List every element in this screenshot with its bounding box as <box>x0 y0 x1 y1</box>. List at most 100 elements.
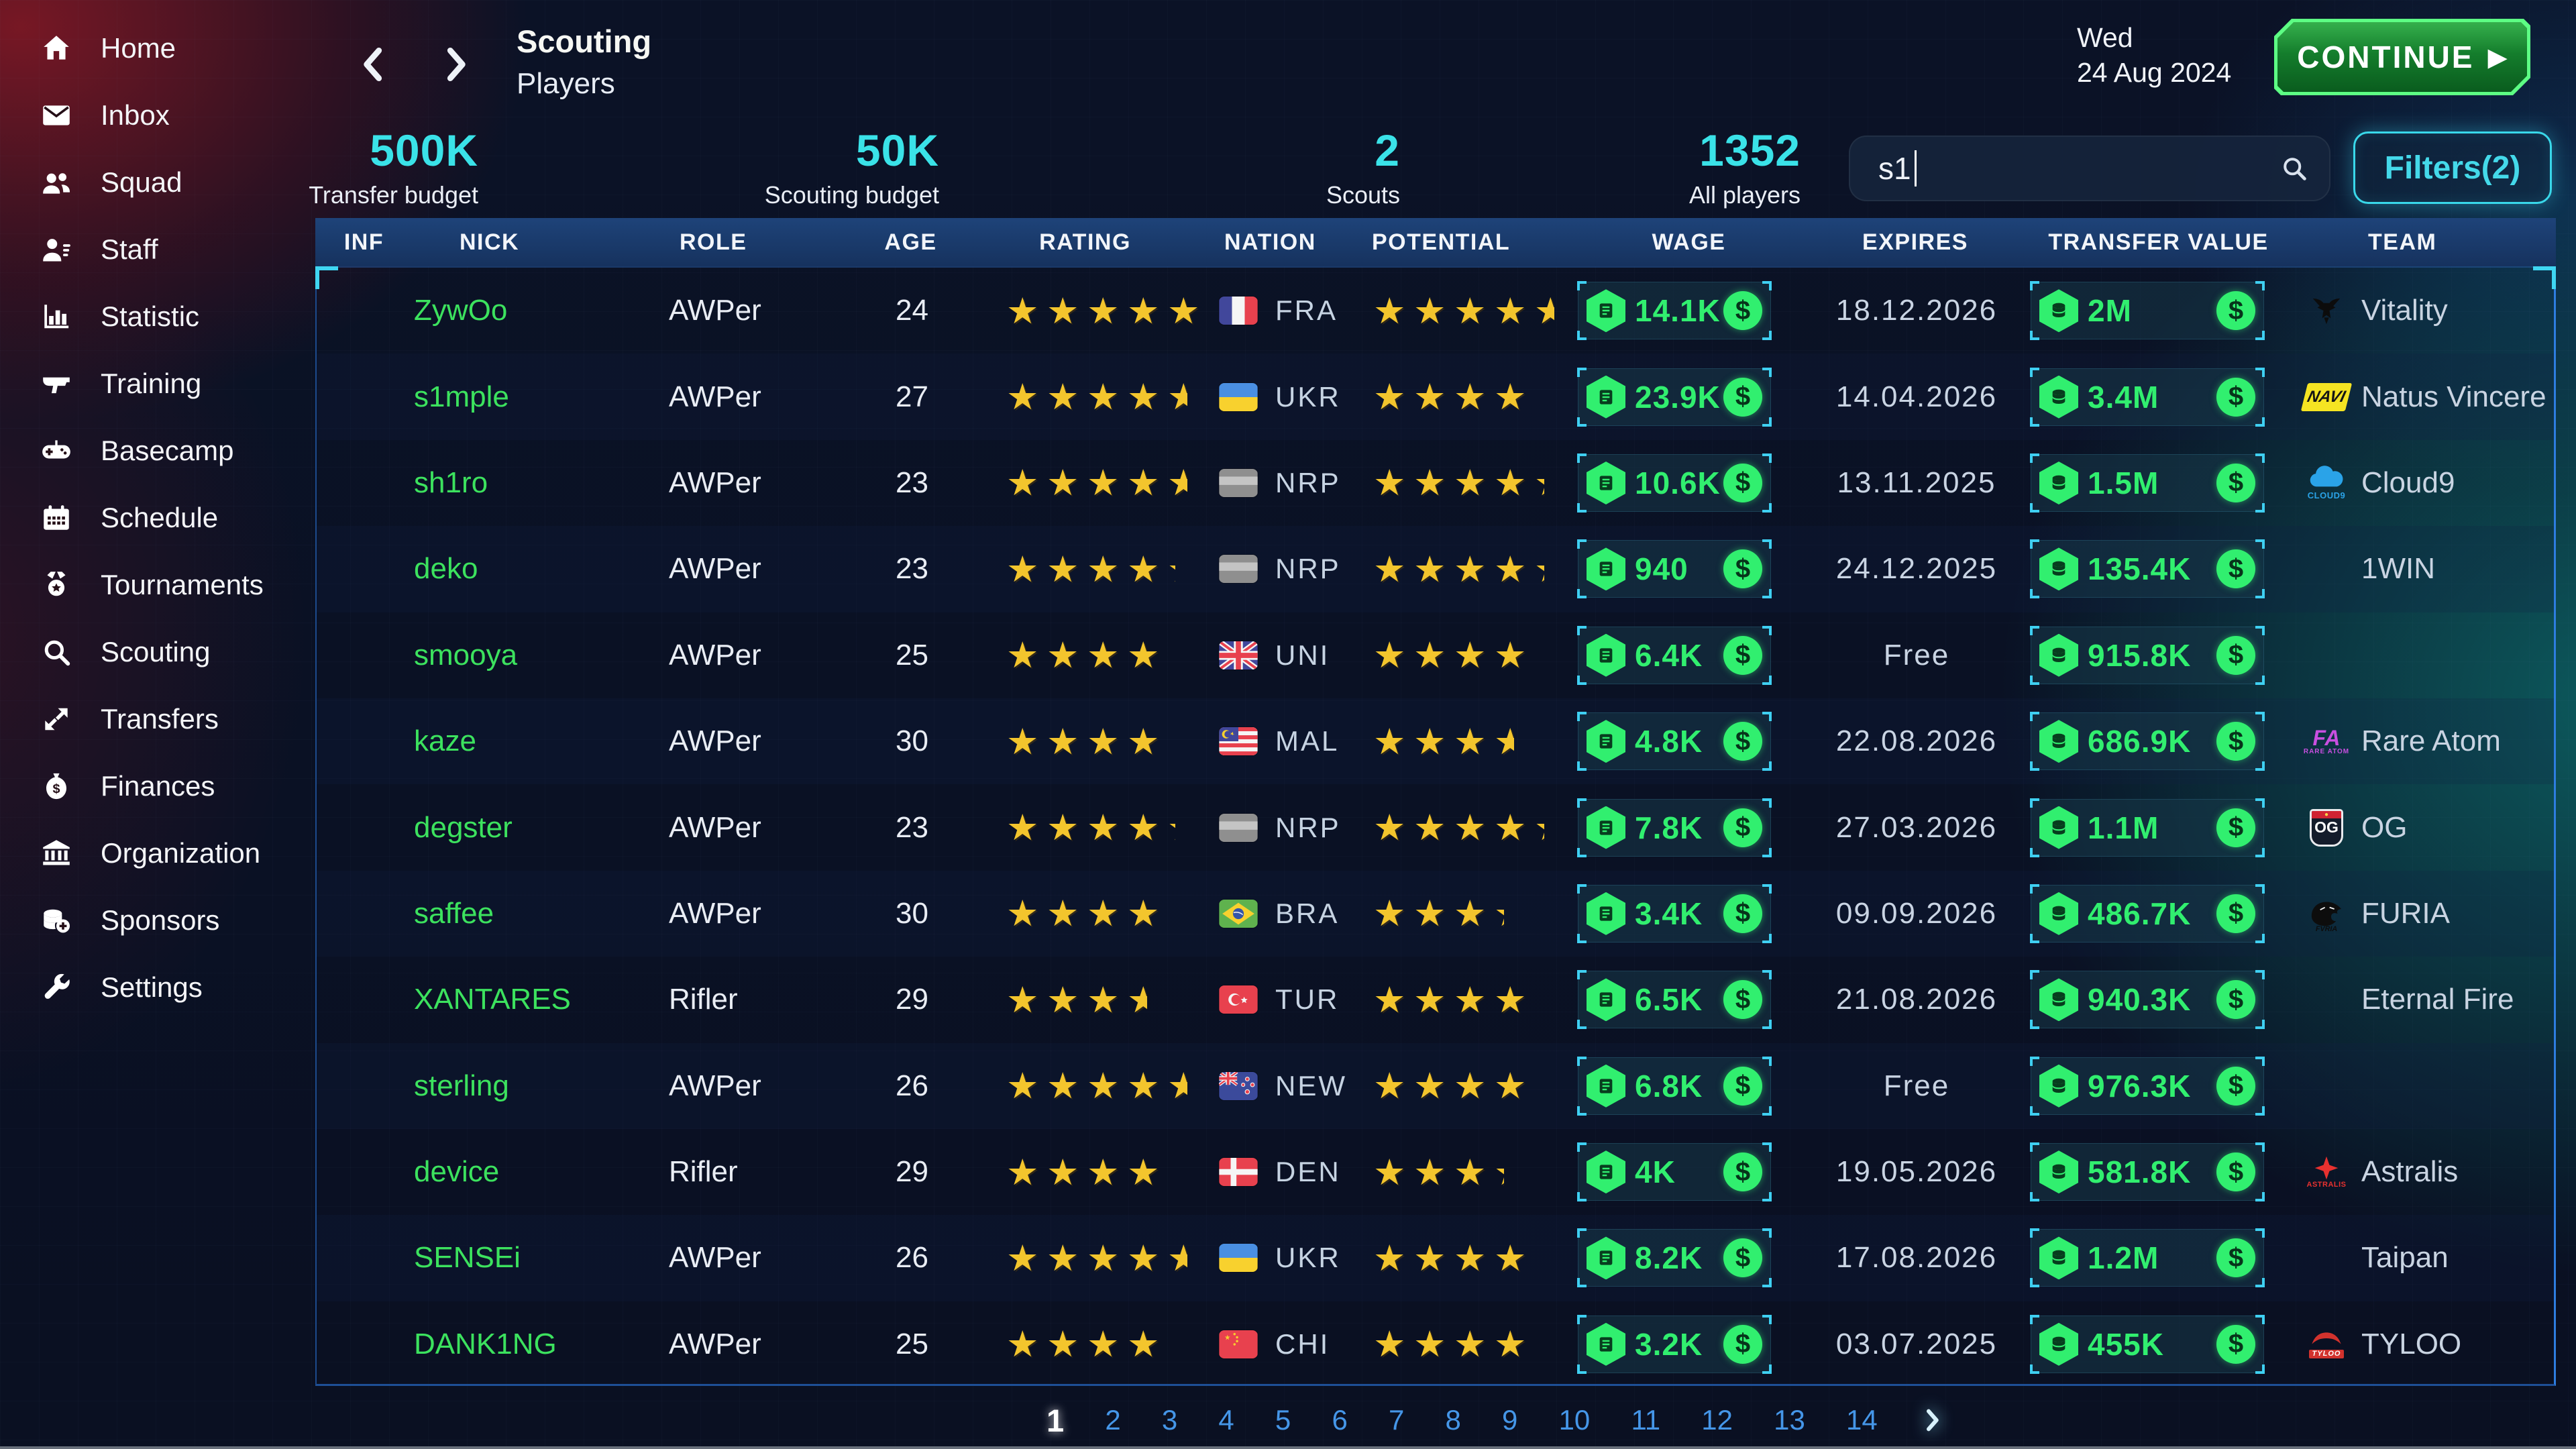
page-button-2[interactable]: 2 <box>1105 1404 1121 1436</box>
player-row-smooya[interactable]: smooya AWPer 25 ★ ★ ★ ★ UNI ★ ★ ★ ★ 6.4K $ Free 915.8K $ <box>317 612 2554 698</box>
page-button-5[interactable]: 5 <box>1275 1404 1291 1436</box>
wage-chip[interactable]: 8.2K $ <box>1577 1228 1772 1288</box>
wage-chip[interactable]: 3.4K $ <box>1577 883 1772 943</box>
column-header-transfer-value[interactable]: TRANSFER VALUE <box>2048 229 2269 255</box>
sidebar-item-home[interactable]: Home <box>0 15 309 82</box>
transfer-value-chip[interactable]: 686.9K $ <box>2030 712 2265 771</box>
wage-chip[interactable]: 6.4K $ <box>1577 625 1772 685</box>
page-button-9[interactable]: 9 <box>1502 1404 1518 1436</box>
column-header-role[interactable]: ROLE <box>680 229 747 255</box>
sidebar-item-tournaments[interactable]: Tournaments <box>0 551 309 619</box>
page-button-3[interactable]: 3 <box>1161 1404 1178 1436</box>
column-header-inf[interactable]: INF <box>343 229 384 255</box>
transfer-value-chip[interactable]: 915.8K $ <box>2030 625 2265 685</box>
player-row-s1mple[interactable]: s1mple AWPer 27 ★ ★ ★ ★ ★ UKR ★ ★ ★ ★ 23.9K $14.04.202… <box>317 354 2554 440</box>
transfer-value-chip[interactable]: 1.5M $ <box>2030 453 2265 513</box>
page-button-4[interactable]: 4 <box>1218 1404 1234 1436</box>
transfer-value-chip[interactable]: 581.8K $ <box>2030 1142 2265 1202</box>
player-nick[interactable]: saffee <box>414 896 494 930</box>
transfer-value-chip[interactable]: 940.3K $ <box>2030 970 2265 1030</box>
sidebar-item-finances[interactable]: $ Finances <box>0 753 309 820</box>
player-row-deko[interactable]: dekoAWPer23★★★★★NRP★★★★★940$24.12.202513… <box>317 526 2554 612</box>
player-nick[interactable]: smooya <box>414 638 518 672</box>
player-row-saffee[interactable]: saffeeAWPer30★★★★BRA★★★★3.4K$09.09.20264… <box>317 870 2554 957</box>
player-row-dank1ng[interactable]: DANK1NG AWPer 25 ★ ★ ★ ★ CHI ★ ★ ★ ★ 3.2K $03.07.2025… <box>317 1301 2554 1387</box>
wage-chip[interactable]: 7.8K $ <box>1577 798 1772 857</box>
page-button-8[interactable]: 8 <box>1445 1404 1461 1436</box>
column-header-wage[interactable]: WAGE <box>1652 229 1726 255</box>
page-button-7[interactable]: 7 <box>1388 1404 1405 1436</box>
column-header-expires[interactable]: EXPIRES <box>1862 229 1968 255</box>
column-header-team[interactable]: TEAM <box>2368 229 2437 255</box>
sidebar-item-organization[interactable]: Organization <box>0 820 309 887</box>
star-icon: ★ <box>1373 377 1406 418</box>
column-header-nick[interactable]: NICK <box>460 229 520 255</box>
wage-chip[interactable]: 6.5K $ <box>1577 970 1772 1030</box>
next-page-button[interactable] <box>1919 1404 1945 1436</box>
page-button-11[interactable]: 11 <box>1631 1404 1661 1436</box>
column-header-age[interactable]: AGE <box>884 229 937 255</box>
sidebar-item-sponsors[interactable]: Sponsors <box>0 887 309 954</box>
page-button-6[interactable]: 6 <box>1332 1404 1348 1436</box>
page-button-13[interactable]: 13 <box>1774 1404 1805 1436</box>
transfer-value-chip[interactable]: 2M $ <box>2030 281 2265 341</box>
sidebar-item-schedule[interactable]: Schedule <box>0 484 309 551</box>
player-row-kaze[interactable]: kaze AWPer 30 ★ ★ ★ ★ MAL ★ ★ ★ ★ 4.8K $22.08.2026 686… <box>317 698 2554 785</box>
sidebar-item-basecamp[interactable]: Basecamp <box>0 417 309 484</box>
wage-chip[interactable]: 14.1K $ <box>1577 281 1772 341</box>
sidebar-item-inbox[interactable]: Inbox <box>0 82 309 149</box>
player-nick[interactable]: deko <box>414 552 478 586</box>
filters-button[interactable]: Filters(2) <box>2353 131 2552 204</box>
player-row-degster[interactable]: degsterAWPer23★★★★★NRP★★★★★7.8K$27.03.20… <box>317 784 2554 870</box>
player-row-sh1ro[interactable]: sh1roAWPer23★★★★★NRP★★★★★10.6K$13.11.202… <box>317 440 2554 526</box>
player-nick[interactable]: device <box>414 1155 500 1189</box>
sidebar-item-training[interactable]: Training <box>0 350 309 417</box>
forward-button[interactable] <box>435 39 476 90</box>
page-button-10[interactable]: 10 <box>1558 1404 1591 1436</box>
sidebar-item-scouting[interactable]: Scouting <box>0 619 309 686</box>
page-button-1[interactable]: 1 <box>1046 1402 1065 1438</box>
continue-button[interactable]: CONTINUE ▶ <box>2274 19 2530 95</box>
back-button[interactable] <box>353 39 394 90</box>
wage-chip[interactable]: 6.8K $ <box>1577 1056 1772 1116</box>
player-row-xantares[interactable]: XANTARES Rifler 29 ★ ★ ★ ★ TUR ★ ★ ★ ★ 6.5K $21.08.20… <box>317 957 2554 1042</box>
player-nick[interactable]: s1mple <box>414 380 509 413</box>
dollar-icon: $ <box>2216 549 2255 589</box>
sidebar-item-settings[interactable]: Settings <box>0 954 309 1021</box>
player-row-sensei[interactable]: SENSEi AWPer 26 ★ ★ ★ ★ ★ UKR ★ ★ ★ ★ 8.2K $17.08.2026… <box>317 1215 2554 1301</box>
player-nick[interactable]: degster <box>414 810 513 844</box>
player-nick[interactable]: kaze <box>414 724 476 758</box>
wage-chip[interactable]: 4K $ <box>1577 1142 1772 1202</box>
transfer-value-chip[interactable]: 976.3K $ <box>2030 1056 2265 1116</box>
search-input[interactable]: s1 <box>1849 136 2330 201</box>
page-button-14[interactable]: 14 <box>1846 1404 1878 1436</box>
player-nick[interactable]: XANTARES <box>414 983 571 1016</box>
column-header-nation[interactable]: NATION <box>1224 229 1316 255</box>
wage-chip[interactable]: 10.6K $ <box>1577 453 1772 513</box>
transfer-value-chip[interactable]: 1.2M $ <box>2030 1228 2265 1288</box>
wage-chip[interactable]: 4.8K $ <box>1577 712 1772 771</box>
sidebar-item-squad[interactable]: Squad <box>0 149 309 216</box>
transfer-value-chip[interactable]: 135.4K $ <box>2030 539 2265 599</box>
player-nick[interactable]: ZywOo <box>414 294 508 327</box>
player-row-zywoo[interactable]: ZywOo AWPer 24 ★ ★ ★ ★ ★ FRA ★ ★ ★ ★ ★ 14.1K $18.12.202… <box>317 268 2554 354</box>
player-nick[interactable]: DANK1NG <box>414 1327 557 1360</box>
player-row-device[interactable]: deviceRifler29★★★★DEN★★★★4K$19.05.202658… <box>317 1129 2554 1215</box>
column-header-rating[interactable]: RATING <box>1039 229 1131 255</box>
player-nick[interactable]: sterling <box>414 1069 509 1102</box>
page-button-12[interactable]: 12 <box>1701 1404 1733 1436</box>
transfer-value-chip[interactable]: 455K $ <box>2030 1314 2265 1374</box>
sidebar-item-staff[interactable]: Staff <box>0 216 309 283</box>
player-nick[interactable]: SENSEi <box>414 1241 521 1275</box>
transfer-value-chip[interactable]: 486.7K $ <box>2030 883 2265 943</box>
transfer-value-chip[interactable]: 1.1M $ <box>2030 798 2265 857</box>
sidebar-item-statistic[interactable]: Statistic <box>0 283 309 350</box>
transfer-value-chip[interactable]: 3.4M $ <box>2030 367 2265 427</box>
wage-chip[interactable]: 3.2K $ <box>1577 1314 1772 1374</box>
sidebar-item-transfers[interactable]: Transfers <box>0 686 309 753</box>
wage-chip[interactable]: 940 $ <box>1577 539 1772 599</box>
wage-chip[interactable]: 23.9K $ <box>1577 367 1772 427</box>
column-header-potential[interactable]: POTENTIAL <box>1372 229 1511 255</box>
player-row-sterling[interactable]: sterling AWPer 26 ★ ★ ★ ★ ★ NEW ★ ★ ★ ★ 6.8K $ Free 976.… <box>317 1042 2554 1129</box>
player-nick[interactable]: sh1ro <box>414 466 488 499</box>
